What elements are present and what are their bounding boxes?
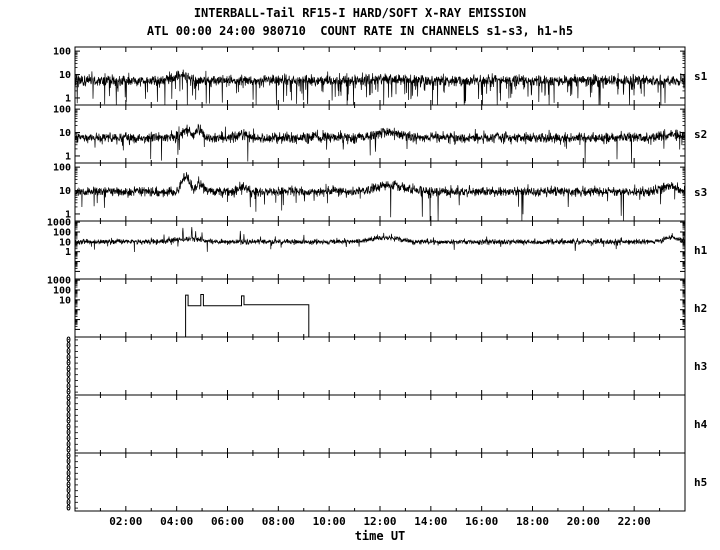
y-tick-label: 10 bbox=[59, 186, 71, 197]
y-tick-label: 10 bbox=[59, 237, 71, 248]
y-tick-label: 1000 bbox=[47, 276, 71, 287]
y-tick-label: 1 bbox=[65, 151, 71, 162]
y-tick-label-zero: 0 bbox=[66, 388, 71, 397]
count-rate-trace bbox=[74, 69, 686, 106]
x-tick-label: 16:00 bbox=[465, 515, 498, 528]
y-tick-label-zero: 0 bbox=[66, 480, 71, 489]
count-rate-trace bbox=[74, 226, 686, 253]
y-tick-label: 100 bbox=[53, 163, 71, 174]
y-tick-label-zero: 0 bbox=[66, 364, 71, 373]
y-tick-label-zero: 0 bbox=[66, 417, 71, 426]
y-tick-label-zero: 0 bbox=[66, 422, 71, 431]
y-tick-label-zero: 0 bbox=[66, 335, 71, 344]
y-tick-label: 100 bbox=[53, 227, 71, 238]
panel-frame bbox=[74, 220, 686, 280]
y-tick-label-zero: 0 bbox=[66, 504, 71, 513]
x-tick-label: 18:00 bbox=[516, 515, 549, 528]
y-tick-label-zero: 0 bbox=[66, 341, 71, 350]
y-tick-label-zero: 0 bbox=[66, 411, 71, 420]
y-tick-label-zero: 0 bbox=[66, 486, 71, 495]
x-tick-label: 10:00 bbox=[313, 515, 346, 528]
x-tick-label: 20:00 bbox=[567, 515, 600, 528]
y-tick-label-zero: 0 bbox=[66, 359, 71, 368]
channel-label: s2 bbox=[694, 128, 707, 141]
y-tick-label-zero: 0 bbox=[66, 451, 71, 460]
y-tick-label: 1000 bbox=[47, 218, 71, 229]
y-tick-label: 100 bbox=[53, 285, 71, 296]
x-axis-tick-labels: 02:00 04:00 06:00 08:00 10:00 12:00 14:00 16:00… bbox=[109, 515, 650, 528]
panel-frame bbox=[74, 278, 686, 338]
count-rate-trace bbox=[74, 123, 686, 164]
y-tick-label-zero: 0 bbox=[66, 382, 71, 391]
y-tick-label-zero: 0 bbox=[66, 353, 71, 362]
x-tick-label: 06:00 bbox=[211, 515, 244, 528]
y-tick-label-zero: 0 bbox=[66, 440, 71, 449]
x-tick-label: 04:00 bbox=[160, 515, 193, 528]
x-tick-label: 02:00 bbox=[109, 515, 142, 528]
channel-label: h4 bbox=[694, 418, 708, 431]
y-tick-label-zero: 0 bbox=[66, 469, 71, 478]
panel-s3: 100 10 1 s3 bbox=[53, 162, 707, 222]
y-tick-label: 1 bbox=[65, 209, 71, 220]
y-tick-label-zero: 0 bbox=[66, 347, 71, 356]
count-rate-steps bbox=[185, 294, 310, 337]
x-tick-label: 12:00 bbox=[363, 515, 396, 528]
y-tick-label-zero: 0 bbox=[66, 463, 71, 472]
x-tick-label: 08:00 bbox=[262, 515, 295, 528]
y-tick-label: 100 bbox=[53, 47, 71, 58]
channel-label: h3 bbox=[694, 360, 707, 373]
y-tick-label: 1 bbox=[65, 247, 71, 258]
channel-label: h1 bbox=[694, 244, 708, 257]
chart-subtitle: ATL 00:00 24:00 980710 COUNT RATE IN CHA… bbox=[146, 24, 574, 38]
y-tick-label-zero: 0 bbox=[66, 370, 71, 379]
panel-s1: 100 10 1 s1 bbox=[53, 46, 708, 106]
y-tick-label-zero: 0 bbox=[66, 498, 71, 507]
channel-label: s1 bbox=[694, 70, 708, 83]
y-tick-label-zero: 0 bbox=[66, 428, 71, 437]
panel-s2: 100 10 1 s2 bbox=[53, 104, 707, 164]
x-tick-label: 22:00 bbox=[618, 515, 651, 528]
y-tick-label: 100 bbox=[53, 105, 71, 116]
y-tick-label-zero: 0 bbox=[66, 376, 71, 385]
y-tick-label: 1 bbox=[65, 93, 71, 104]
channel-label: h5 bbox=[694, 476, 707, 489]
channel-label: s3 bbox=[694, 186, 707, 199]
y-tick-label-zero: 0 bbox=[66, 446, 71, 455]
y-tick-label-zero: 0 bbox=[66, 475, 71, 484]
panel-frame bbox=[74, 336, 686, 396]
y-tick-label: 10 bbox=[59, 295, 71, 306]
y-tick-label-zero: 0 bbox=[66, 457, 71, 466]
panel-frame bbox=[74, 394, 686, 454]
y-tick-label-zero: 0 bbox=[66, 405, 71, 414]
y-tick-label: 10 bbox=[59, 128, 71, 139]
count-rate-trace bbox=[74, 172, 686, 222]
y-tick-label: 10 bbox=[59, 70, 71, 81]
channel-label: h2 bbox=[694, 302, 707, 315]
y-tick-label-zero: 0 bbox=[66, 399, 71, 408]
x-tick-label: 14:00 bbox=[414, 515, 447, 528]
x-axis-label: time UT bbox=[354, 529, 406, 543]
y-tick-label-zero: 0 bbox=[66, 492, 71, 501]
y-tick-label-zero: 0 bbox=[66, 393, 71, 402]
y-tick-label-zero: 0 bbox=[66, 434, 71, 443]
chart-title: INTERBALL-Tail RF15-I HARD/SOFT X-RAY EM… bbox=[193, 6, 527, 20]
panel-frame bbox=[74, 452, 686, 512]
